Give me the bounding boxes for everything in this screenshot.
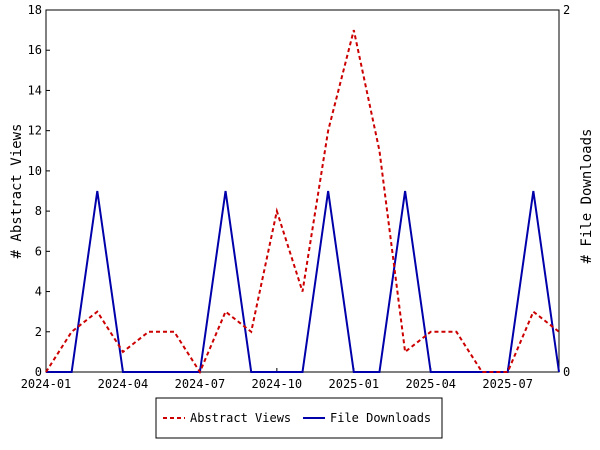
y-left-tick-label: 6 — [35, 244, 42, 258]
x-tick-label: 2024-01 — [21, 377, 72, 391]
y-left-tick-label: 2 — [35, 325, 42, 339]
x-tick-label: 2024-07 — [175, 377, 226, 391]
y-left-tick-label: 4 — [35, 285, 42, 299]
y-left-tick-label: 14 — [28, 83, 42, 97]
x-tick-label: 2025-07 — [482, 377, 533, 391]
legend: Abstract Views File Downloads — [155, 397, 443, 439]
y-left-tick-label: 0 — [35, 365, 42, 379]
series-layer — [45, 29, 560, 375]
y-axis-right-label: # File Downloads — [579, 129, 595, 264]
x-tick-label: 2025-04 — [405, 377, 456, 391]
x-tick-label: 2024-04 — [98, 377, 149, 391]
series-line-file-downloads — [46, 190, 560, 373]
legend-label-file-downloads: File Downloads — [330, 411, 431, 425]
y-axis-left-label: # Abstract Views — [9, 124, 25, 259]
y-axis-left: 0 2 4 6 8 10 12 14 16 18 — [28, 3, 50, 379]
series-line-abstract-views — [45, 29, 560, 375]
legend-box — [155, 397, 443, 439]
y-left-tick-label: 18 — [28, 3, 42, 17]
y-right-tick-label: 2 — [563, 3, 570, 17]
y-left-tick-label: 10 — [28, 164, 42, 178]
x-tick-label: 2024-10 — [252, 377, 303, 391]
y-left-tick-label: 12 — [28, 124, 42, 138]
y-right-tick-label: 0 — [563, 365, 570, 379]
x-tick-label: 2025-01 — [329, 377, 380, 391]
y-left-tick-label: 16 — [28, 43, 42, 57]
legend-label-abstract-views: Abstract Views — [190, 411, 291, 425]
y-left-tick-label: 8 — [35, 204, 42, 218]
plot-area — [45, 9, 560, 373]
